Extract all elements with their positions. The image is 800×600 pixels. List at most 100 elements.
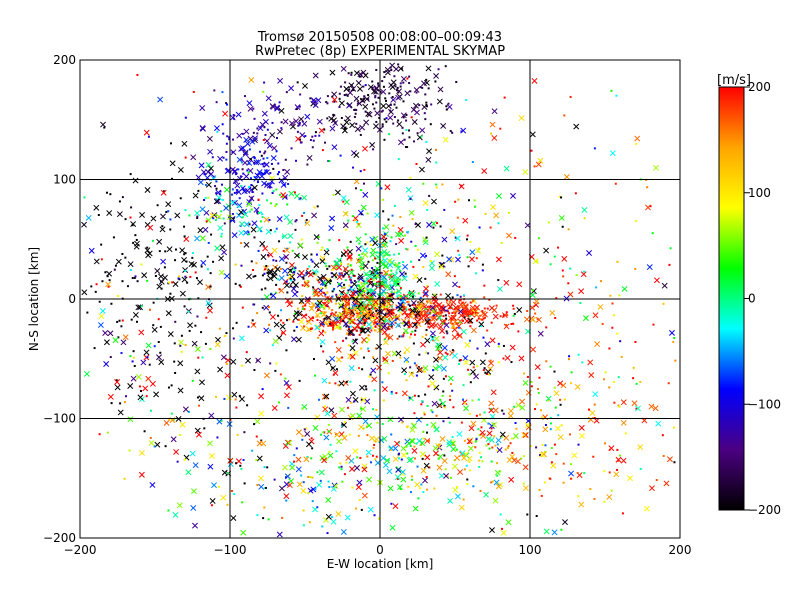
data-point-dot: [342, 320, 345, 323]
data-point-dot: [221, 198, 224, 201]
x-tick-label: −100: [214, 543, 247, 557]
data-point-x: [88, 247, 95, 254]
data-point-dot: [220, 235, 223, 238]
data-point-x: [278, 256, 285, 262]
data-point-x: [506, 232, 512, 239]
data-point-dot: [320, 345, 323, 348]
data-point-dot: [250, 208, 253, 211]
data-point-x: [419, 451, 426, 458]
data-point-x: [374, 299, 381, 306]
data-point-dot: [403, 352, 406, 355]
data-point-dot: [168, 418, 171, 421]
data-point-x: [231, 199, 238, 206]
data-point-x: [653, 164, 660, 171]
data-point-dot: [325, 265, 328, 268]
data-point-dot: [444, 351, 447, 354]
data-point-x: [455, 256, 461, 263]
data-point-x: [83, 370, 90, 377]
data-point-x: [562, 519, 568, 526]
data-point-dot: [345, 380, 348, 383]
data-point-x: [177, 387, 184, 394]
data-point-dot: [351, 486, 354, 489]
data-point-dot: [395, 271, 398, 274]
data-point-x: [355, 80, 362, 86]
data-point-dot: [371, 327, 374, 330]
data-point-dot: [124, 218, 127, 221]
data-point-x: [366, 111, 373, 118]
data-point-x: [426, 148, 433, 155]
data-point-dot: [494, 444, 497, 447]
data-point-dot: [243, 95, 246, 98]
data-point-x: [329, 355, 336, 362]
data-point-dot: [131, 360, 134, 363]
data-point-x: [333, 323, 340, 330]
data-point-dot: [393, 116, 396, 119]
data-point-dot: [502, 412, 505, 415]
data-point-dot: [215, 214, 218, 217]
data-point-x: [222, 110, 229, 117]
data-point-x: [344, 301, 351, 307]
data-point-x: [388, 308, 395, 315]
data-point-dot: [330, 324, 333, 327]
data-point-dot: [158, 250, 161, 253]
data-point-dot: [425, 101, 428, 104]
data-point-dot: [413, 412, 416, 415]
data-point-dot: [407, 300, 410, 303]
data-point-dot: [225, 150, 228, 153]
data-point-dot: [415, 442, 418, 445]
data-point-dot: [379, 293, 382, 296]
data-point-x: [415, 416, 422, 423]
data-point-x: [621, 285, 628, 292]
data-point-x: [381, 249, 388, 255]
data-point-dot: [319, 479, 322, 482]
data-point-x: [342, 266, 349, 272]
data-point-dot: [110, 302, 113, 305]
data-point-x: [447, 375, 454, 382]
data-point-dot: [357, 316, 360, 319]
data-point-dot: [617, 404, 620, 407]
data-point-dot: [235, 321, 238, 324]
data-point-dot: [374, 458, 377, 461]
data-point-dot: [331, 290, 334, 293]
data-point-x: [199, 206, 206, 213]
data-point-dot: [321, 283, 324, 286]
data-point-x: [524, 422, 531, 429]
data-point-x: [218, 269, 225, 276]
data-point-dot: [332, 373, 335, 376]
data-point-dot: [328, 381, 331, 384]
data-point-dot: [338, 92, 341, 95]
data-point-dot: [297, 318, 300, 321]
data-point-dot: [382, 399, 385, 402]
data-point-x: [481, 168, 488, 174]
data-point-dot: [457, 326, 460, 329]
data-point-x: [293, 118, 300, 125]
data-point-x: [350, 85, 357, 92]
data-point-dot: [451, 349, 454, 352]
data-point-dot: [303, 325, 306, 328]
data-point-dot: [375, 68, 378, 71]
data-point-dot: [302, 481, 305, 484]
data-point-x: [413, 86, 420, 93]
data-point-dot: [466, 478, 469, 481]
data-point-x: [318, 127, 325, 134]
plot-frame: [79, 59, 681, 539]
data-point-dot: [334, 382, 337, 385]
data-point-dot: [264, 486, 267, 489]
data-point-dot: [373, 322, 376, 325]
data-point-dot: [358, 307, 361, 310]
data-point-x: [362, 191, 369, 198]
data-point-dot: [449, 130, 452, 133]
data-point-x: [221, 249, 228, 256]
data-point-x: [154, 441, 161, 448]
data-point-dot: [301, 284, 304, 287]
data-point-dot: [225, 158, 228, 161]
data-point-dot: [458, 299, 461, 302]
data-point-x: [120, 339, 127, 346]
data-point-x: [456, 431, 463, 437]
data-point-dot: [103, 126, 106, 129]
data-point-dot: [448, 312, 451, 315]
data-point-x: [274, 266, 281, 273]
data-point-dot: [367, 334, 370, 337]
data-point-dot: [408, 396, 411, 399]
data-point-dot: [331, 366, 334, 369]
